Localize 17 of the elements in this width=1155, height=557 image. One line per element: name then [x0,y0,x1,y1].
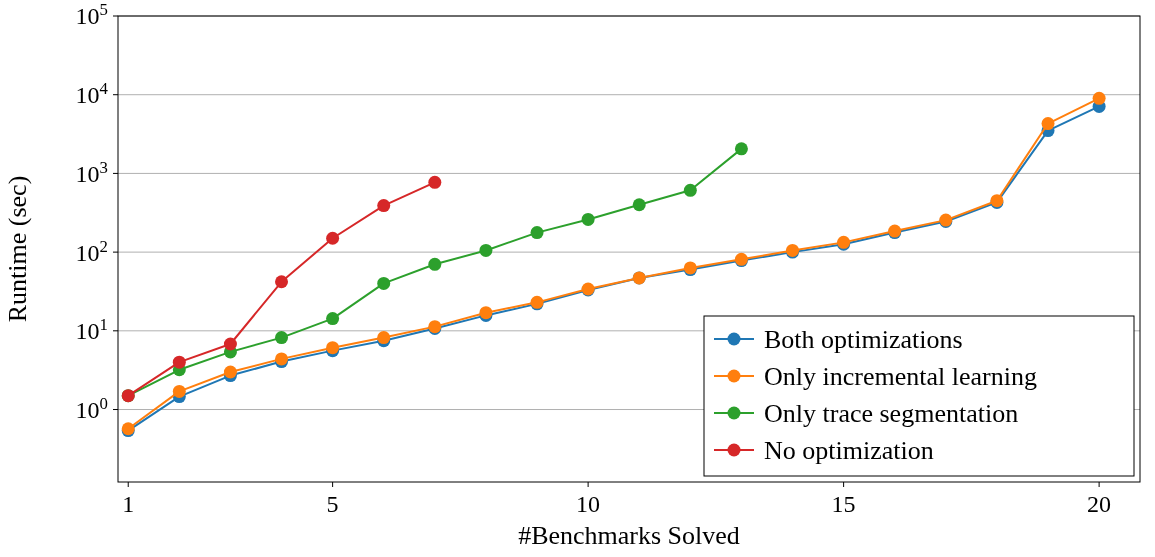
legend-label: Only incremental learning [764,362,1037,392]
x-tick-label: 15 [831,491,856,517]
x-tick-label: 5 [326,491,339,517]
y-tick-label: 10$^{2}$ [75,236,108,266]
legend-label: Both optimizations [764,325,963,355]
y-tick-label: 10$^{4}$ [75,78,109,109]
y-axis-title: Runtime (sec) [3,175,32,323]
y-tick-label: 10$^{0}$ [75,393,108,423]
legend-label: Only trace segmentation [764,399,1019,429]
y-tick-label: 10$^{5}$ [75,0,108,30]
legend-label: No optimization [764,436,934,466]
y-tick-label: 10$^{3}$ [75,157,108,187]
x-axis-title: #Benchmarks Solved [518,521,740,550]
x-tick-label: 20 [1087,491,1112,517]
y-tick-label: 10$^{1}$ [75,314,108,345]
x-tick-label: 1 [122,491,135,517]
x-tick-label: 10 [576,491,601,517]
